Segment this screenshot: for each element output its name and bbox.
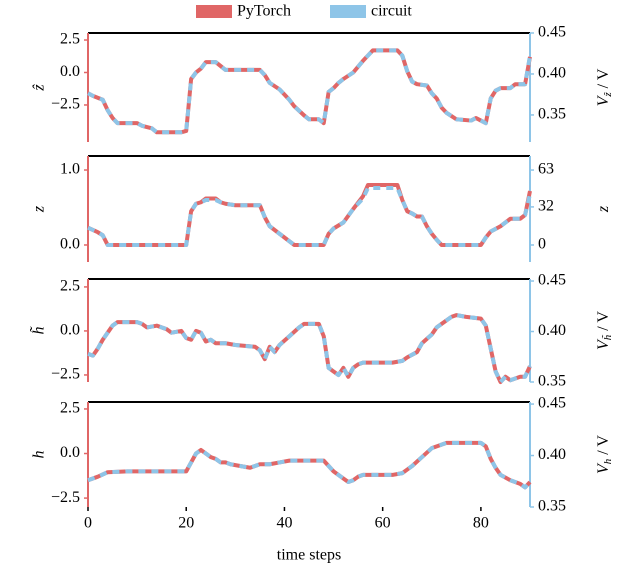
y2-tick-label: 32 [538,198,554,215]
y2-tick-label: 63 [538,161,554,178]
x-tick-label: 40 [276,515,292,532]
y2-axis-label: Vh̃ / V [595,311,614,350]
y-tick-label: 2.5 [60,31,80,48]
x-axis-label: time steps [277,547,341,564]
y2-label-unit: / V [595,68,612,88]
y2-label-sub: h̃ [600,334,613,340]
y2-tick-label: 0.35 [538,498,566,515]
y2-axis-label: Vh / V [595,435,614,474]
y2-tick-label: 0.45 [538,395,566,412]
y2-axis-label: z [595,205,612,213]
y2-tick-label: 0.40 [538,322,566,339]
y-tick-label: 0.0 [60,236,80,253]
y2-label-main: V [595,338,612,350]
y2-label-sub: h [602,458,614,464]
y-tick-label: 0.0 [60,63,80,80]
y2-label-sub: ẑ [602,92,614,98]
legend-swatch [330,5,366,18]
y2-axis-label: Vẑ / V [595,68,614,106]
y-axis-label: h [31,451,48,459]
series-line [87,183,532,247]
y2-tick-label: 0.40 [538,65,566,82]
series-line [87,440,532,490]
y-tick-label: −2.5 [51,489,80,506]
series-line [87,48,532,135]
y-tick-label: 0.0 [60,322,80,339]
y2-label-main: z [595,205,612,213]
y2-tick-label: 0.40 [538,446,566,463]
y2-tick-label: 0.45 [538,24,566,41]
y-tick-label: −2.5 [51,96,80,113]
y-axis-label: ẑ [31,84,48,92]
legend-swatch [196,5,232,18]
y2-tick-label: 0.45 [538,272,566,289]
y2-label-main: V [595,94,612,106]
x-tick-label: 60 [375,515,391,532]
y2-label-main: V [595,462,612,474]
y2-tick-label: 0 [538,236,546,253]
x-tick-label: 0 [84,515,92,532]
x-tick-label: 20 [178,515,194,532]
y-axis-label: h̃ [30,326,48,335]
y-tick-label: 2.5 [60,400,80,417]
x-tick-label: 80 [473,515,489,532]
y-axis-label: z [31,205,48,213]
y2-tick-label: 0.35 [538,106,566,123]
y-tick-label: 2.5 [60,278,80,295]
y-tick-label: 1.0 [60,161,80,178]
series-line [87,186,532,247]
y2-tick-label: 0.35 [538,373,566,390]
y2-label-unit: / V [595,311,612,331]
legend-label: circuit [371,3,412,20]
legend-label: PyTorch [237,3,291,20]
y-tick-label: 0.0 [60,444,80,461]
series-line [87,440,532,490]
y-tick-label: −2.5 [51,366,80,383]
y2-label-unit: / V [595,435,612,455]
series-line [87,313,532,384]
